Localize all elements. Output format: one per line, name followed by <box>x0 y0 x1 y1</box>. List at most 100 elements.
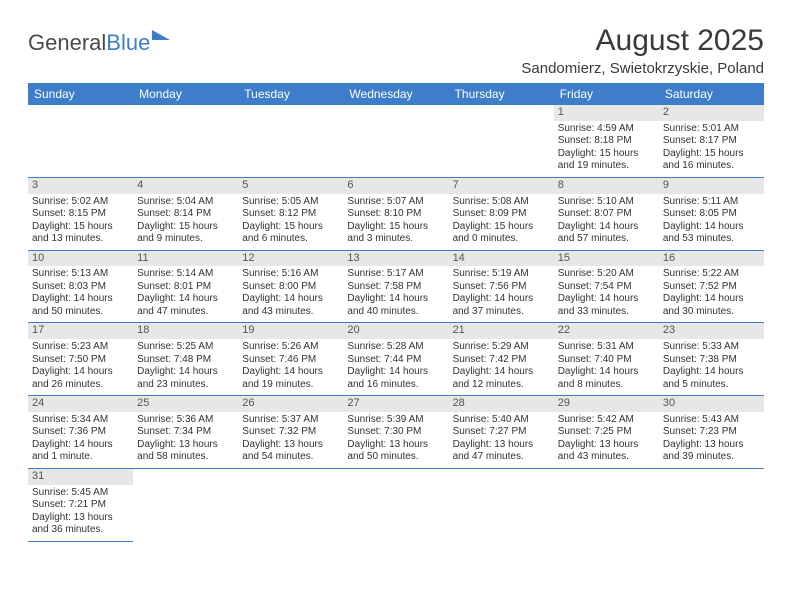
sunset-line: Sunset: 7:36 PM <box>32 426 129 439</box>
calendar-row: 17Sunrise: 5:23 AMSunset: 7:50 PMDayligh… <box>28 323 764 396</box>
day-number: 6 <box>343 178 448 194</box>
location-text: Sandomierz, Swietokrzyskie, Poland <box>521 60 764 77</box>
calendar-day-cell: 19Sunrise: 5:26 AMSunset: 7:46 PMDayligh… <box>238 323 343 396</box>
daylight-line: Daylight: 14 hours and 1 minute. <box>32 439 129 464</box>
calendar-day-cell: 27Sunrise: 5:39 AMSunset: 7:30 PMDayligh… <box>343 396 448 469</box>
sunrise-line: Sunrise: 5:08 AM <box>453 196 550 209</box>
sunrise-line: Sunrise: 5:20 AM <box>558 268 655 281</box>
daylight-line: Daylight: 15 hours and 16 minutes. <box>663 148 760 173</box>
day-number: 25 <box>133 396 238 412</box>
weekday-header: Sunday <box>28 83 133 105</box>
day-number: 15 <box>554 251 659 267</box>
daylight-line: Daylight: 14 hours and 12 minutes. <box>453 366 550 391</box>
calendar-day-cell: 28Sunrise: 5:40 AMSunset: 7:27 PMDayligh… <box>449 396 554 469</box>
logo-text-general: General <box>28 30 106 56</box>
calendar-day-cell: 1Sunrise: 4:59 AMSunset: 8:18 PMDaylight… <box>554 105 659 177</box>
daylight-line: Daylight: 13 hours and 43 minutes. <box>558 439 655 464</box>
daylight-line: Daylight: 15 hours and 6 minutes. <box>242 221 339 246</box>
calendar-day-cell: 11Sunrise: 5:14 AMSunset: 8:01 PMDayligh… <box>133 250 238 323</box>
sunset-line: Sunset: 7:34 PM <box>137 426 234 439</box>
sunset-line: Sunset: 8:03 PM <box>32 281 129 294</box>
calendar-empty-cell <box>659 468 764 541</box>
calendar-row: 1 Sunrise: 4:59 AMSunset: 8:18 PM Daylight… <box>28 105 764 177</box>
weekday-header: Thursday <box>449 83 554 105</box>
sunset-line: Sunset: 8:14 PM <box>137 208 234 221</box>
daylight-line: Daylight: 13 hours and 47 minutes. <box>453 439 550 464</box>
calendar-day-cell: 9Sunrise: 5:11 AMSunset: 8:05 PMDaylight… <box>659 177 764 250</box>
calendar-day-cell: 23Sunrise: 5:33 AMSunset: 7:38 PMDayligh… <box>659 323 764 396</box>
calendar-row: 3Sunrise: 5:02 AMSunset: 8:15 PMDaylight… <box>28 177 764 250</box>
header: GeneralBlue August 2025 Sandomierz, Swie… <box>28 24 764 77</box>
calendar-empty-cell <box>449 105 554 177</box>
sunset-line: Sunset: 7:23 PM <box>663 426 760 439</box>
daylight-line: Daylight: 15 hours and 3 minutes. <box>347 221 444 246</box>
calendar-day-cell: 7Sunrise: 5:08 AMSunset: 8:09 PMDaylight… <box>449 177 554 250</box>
day-number: 18 <box>133 323 238 339</box>
daylight-line: Daylight: 15 hours and 0 minutes. <box>453 221 550 246</box>
weekday-header: Monday <box>133 83 238 105</box>
day-number: 17 <box>28 323 133 339</box>
day-number: 4 <box>133 178 238 194</box>
calendar-day-cell: 21Sunrise: 5:29 AMSunset: 7:42 PMDayligh… <box>449 323 554 396</box>
sunset-line: Sunset: 7:48 PM <box>137 354 234 367</box>
sunset-line: Sunset: 7:40 PM <box>558 354 655 367</box>
day-number: 23 <box>659 323 764 339</box>
day-number: 2 <box>659 105 764 121</box>
day-number: 16 <box>659 251 764 267</box>
sunset-line: Sunset: 8:12 PM <box>242 208 339 221</box>
daylight-line: Daylight: 14 hours and 47 minutes. <box>137 293 234 318</box>
sunset-line: Sunset: 7:56 PM <box>453 281 550 294</box>
calendar-day-cell: 31Sunrise: 5:45 AMSunset: 7:21 PMDayligh… <box>28 468 133 541</box>
sunset-line: Sunset: 7:38 PM <box>663 354 760 367</box>
sunset-line: Sunset: 7:46 PM <box>242 354 339 367</box>
daylight-line: Daylight: 14 hours and 50 minutes. <box>32 293 129 318</box>
sunset-line: Sunset: 7:42 PM <box>453 354 550 367</box>
sunset-line: Sunset: 8:05 PM <box>663 208 760 221</box>
calendar-row: 10Sunrise: 5:13 AMSunset: 8:03 PMDayligh… <box>28 250 764 323</box>
sunrise-line: Sunrise: 5:29 AM <box>453 341 550 354</box>
calendar-day-cell: 16Sunrise: 5:22 AMSunset: 7:52 PMDayligh… <box>659 250 764 323</box>
logo-text-blue: Blue <box>106 30 150 56</box>
daylight-line: Daylight: 13 hours and 50 minutes. <box>347 439 444 464</box>
sunrise-line: Sunrise: 5:05 AM <box>242 196 339 209</box>
sunrise-line: Sunrise: 5:17 AM <box>347 268 444 281</box>
weekday-header-row: SundayMondayTuesdayWednesdayThursdayFrid… <box>28 83 764 105</box>
sunset-line: Sunset: 7:21 PM <box>32 499 129 512</box>
sunrise-line: Sunrise: 5:26 AM <box>242 341 339 354</box>
daylight-line: Daylight: 13 hours and 58 minutes. <box>137 439 234 464</box>
sunset-line: Sunset: 7:32 PM <box>242 426 339 439</box>
day-number: 1 <box>554 105 659 121</box>
calendar-day-cell: 14Sunrise: 5:19 AMSunset: 7:56 PMDayligh… <box>449 250 554 323</box>
daylight-line: Daylight: 15 hours and 13 minutes. <box>32 221 129 246</box>
daylight-line: Daylight: 14 hours and 16 minutes. <box>347 366 444 391</box>
day-number: 7 <box>449 178 554 194</box>
calendar-day-cell: 4Sunrise: 5:04 AMSunset: 8:14 PMDaylight… <box>133 177 238 250</box>
calendar-day-cell: 17Sunrise: 5:23 AMSunset: 7:50 PMDayligh… <box>28 323 133 396</box>
sunset-line: Sunset: 7:30 PM <box>347 426 444 439</box>
calendar-empty-cell <box>133 105 238 177</box>
sunrise-line: Sunrise: 5:34 AM <box>32 414 129 427</box>
calendar-empty-cell <box>343 468 448 541</box>
sunrise-line: Sunrise: 5:22 AM <box>663 268 760 281</box>
day-number: 31 <box>28 469 133 485</box>
sunrise-line: Sunrise: 5:42 AM <box>558 414 655 427</box>
sunrise-line: Sunrise: 4:59 AM <box>558 123 655 136</box>
sunrise-line: Sunrise: 5:31 AM <box>558 341 655 354</box>
calendar-row: 24Sunrise: 5:34 AMSunset: 7:36 PMDayligh… <box>28 396 764 469</box>
sunset-line: Sunset: 8:00 PM <box>242 281 339 294</box>
day-number: 26 <box>238 396 343 412</box>
daylight-line: Daylight: 13 hours and 54 minutes. <box>242 439 339 464</box>
sunrise-line: Sunrise: 5:01 AM <box>663 123 760 136</box>
daylight-line: Daylight: 14 hours and 57 minutes. <box>558 221 655 246</box>
weekday-header: Friday <box>554 83 659 105</box>
calendar-day-cell: 30Sunrise: 5:43 AMSunset: 7:23 PMDayligh… <box>659 396 764 469</box>
day-number: 24 <box>28 396 133 412</box>
sunrise-line: Sunrise: 5:23 AM <box>32 341 129 354</box>
sunrise-line: Sunrise: 5:16 AM <box>242 268 339 281</box>
sunrise-line: Sunrise: 5:07 AM <box>347 196 444 209</box>
calendar-day-cell: 18Sunrise: 5:25 AMSunset: 7:48 PMDayligh… <box>133 323 238 396</box>
sunrise-line: Sunrise: 5:39 AM <box>347 414 444 427</box>
daylight-line: Daylight: 14 hours and 23 minutes. <box>137 366 234 391</box>
sunset-line: Sunset: 7:27 PM <box>453 426 550 439</box>
sunset-line: Sunset: 8:18 PM <box>558 135 655 148</box>
